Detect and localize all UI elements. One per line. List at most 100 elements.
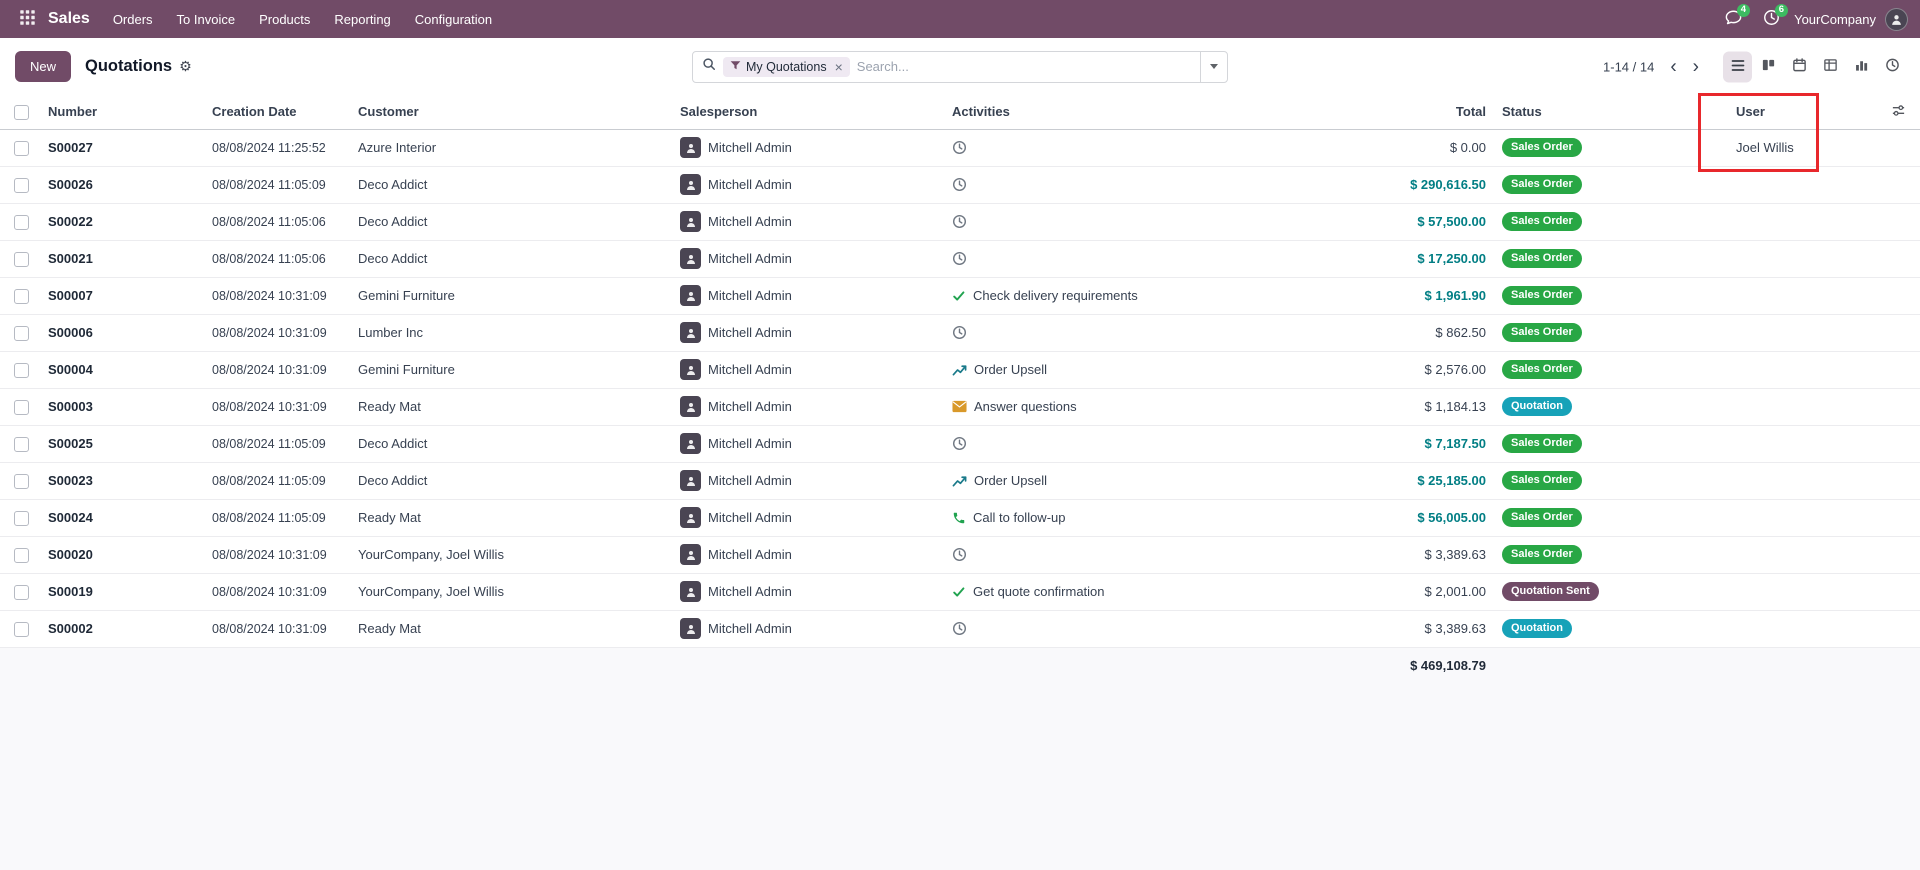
clock-icon <box>952 436 967 451</box>
graph-view-button[interactable] <box>1847 51 1876 82</box>
menu-configuration[interactable]: Configuration <box>404 5 503 34</box>
search-facet[interactable]: My Quotations × <box>723 56 850 77</box>
row-activity[interactable] <box>944 240 1384 278</box>
row-activity[interactable]: Answer questions <box>944 388 1384 426</box>
table-row[interactable]: S00025 08/08/2024 11:05:09 Deco Addict M… <box>0 425 1920 463</box>
row-checkbox[interactable] <box>14 177 29 193</box>
pager-previous-button[interactable]: ‹ <box>1662 57 1684 76</box>
pivot-view-button[interactable] <box>1816 51 1845 82</box>
row-activity[interactable] <box>944 425 1384 463</box>
row-checkbox[interactable] <box>14 140 29 156</box>
row-user <box>1704 277 1830 315</box>
status-badge: Quotation <box>1502 619 1572 638</box>
new-button[interactable]: New <box>15 51 72 82</box>
salesperson-avatar <box>680 174 701 195</box>
row-checkbox[interactable] <box>14 325 29 341</box>
row-select-cell <box>0 536 40 574</box>
row-activity[interactable]: Check delivery requirements <box>944 277 1384 315</box>
row-activity[interactable] <box>944 203 1384 241</box>
activities-button[interactable]: 6 <box>1756 4 1789 34</box>
row-total: $ 2,576.00 <box>1384 351 1494 389</box>
row-spacer <box>1830 240 1920 278</box>
row-activity[interactable] <box>944 166 1384 204</box>
row-checkbox[interactable] <box>14 251 29 267</box>
column-header-user[interactable]: User <box>1704 95 1830 130</box>
table-row[interactable]: S00026 08/08/2024 11:05:09 Deco Addict M… <box>0 166 1920 204</box>
menu-to-invoice[interactable]: To Invoice <box>166 5 247 34</box>
search-input[interactable] <box>856 59 1191 74</box>
menu-products[interactable]: Products <box>248 5 321 34</box>
row-checkbox[interactable] <box>14 362 29 378</box>
calendar-view-icon <box>1792 58 1807 76</box>
clock-icon <box>952 325 967 340</box>
kanban-view-button[interactable] <box>1754 51 1783 82</box>
row-activity[interactable] <box>944 129 1384 167</box>
app-name[interactable]: Sales <box>48 10 90 27</box>
column-header-total[interactable]: Total <box>1384 95 1494 130</box>
row-checkbox[interactable] <box>14 288 29 304</box>
table-row[interactable]: S00003 08/08/2024 10:31:09 Ready Mat Mit… <box>0 388 1920 426</box>
calendar-view-button[interactable] <box>1785 51 1814 82</box>
row-activity[interactable]: Call to follow-up <box>944 499 1384 537</box>
user-avatar <box>1885 7 1908 31</box>
row-total: $ 3,389.63 <box>1384 536 1494 574</box>
row-status: Sales Order <box>1494 129 1704 167</box>
row-spacer <box>1830 462 1920 500</box>
facet-remove-icon[interactable]: × <box>832 60 843 74</box>
row-spacer <box>1830 203 1920 241</box>
row-salesperson: Mitchell Admin <box>672 388 944 426</box>
table-row[interactable]: S00027 08/08/2024 11:25:52 Azure Interio… <box>0 129 1920 167</box>
row-activity[interactable]: Order Upsell <box>944 462 1384 500</box>
column-header-activities[interactable]: Activities <box>944 95 1384 130</box>
column-header-salesperson[interactable]: Salesperson <box>672 95 944 130</box>
row-creation-date: 08/08/2024 10:31:09 <box>204 536 350 574</box>
search-dropdown-toggle[interactable] <box>1200 51 1227 82</box>
row-checkbox[interactable] <box>14 473 29 489</box>
row-activity[interactable]: Get quote confirmation <box>944 573 1384 611</box>
row-activity[interactable] <box>944 610 1384 648</box>
row-activity[interactable] <box>944 314 1384 352</box>
table-row[interactable]: S00002 08/08/2024 10:31:09 Ready Mat Mit… <box>0 610 1920 648</box>
column-header-customer[interactable]: Customer <box>350 95 672 130</box>
table-row[interactable]: S00021 08/08/2024 11:05:06 Deco Addict M… <box>0 240 1920 278</box>
table-row[interactable]: S00023 08/08/2024 11:05:09 Deco Addict M… <box>0 462 1920 500</box>
table-row[interactable]: S00007 08/08/2024 10:31:09 Gemini Furnit… <box>0 277 1920 315</box>
row-checkbox[interactable] <box>14 547 29 563</box>
row-select-cell <box>0 388 40 426</box>
table-row[interactable]: S00006 08/08/2024 10:31:09 Lumber Inc Mi… <box>0 314 1920 352</box>
action-gear-icon[interactable]: ⚙ <box>179 58 192 75</box>
row-checkbox[interactable] <box>14 436 29 452</box>
row-number: S00024 <box>40 499 204 537</box>
column-header-status[interactable]: Status <box>1494 95 1704 130</box>
menu-orders[interactable]: Orders <box>102 5 164 34</box>
table-row[interactable]: S00019 08/08/2024 10:31:09 YourCompany, … <box>0 573 1920 611</box>
row-checkbox[interactable] <box>14 214 29 230</box>
optional-columns-cell <box>1830 95 1920 130</box>
table-row[interactable]: S00020 08/08/2024 10:31:09 YourCompany, … <box>0 536 1920 574</box>
row-user <box>1704 573 1830 611</box>
row-checkbox[interactable] <box>14 510 29 526</box>
row-salesperson: Mitchell Admin <box>672 314 944 352</box>
row-status: Sales Order <box>1494 425 1704 463</box>
row-checkbox[interactable] <box>14 584 29 600</box>
activity-view-button[interactable] <box>1878 51 1907 82</box>
row-checkbox[interactable] <box>14 399 29 415</box>
column-header-number[interactable]: Number <box>40 95 204 130</box>
list-view-button[interactable] <box>1723 51 1752 82</box>
row-number: S00002 <box>40 610 204 648</box>
row-activity[interactable]: Order Upsell <box>944 351 1384 389</box>
user-menu-button[interactable]: YourCompany <box>1794 7 1908 31</box>
optional-columns-toggle-button[interactable] <box>1889 101 1908 123</box>
row-activity[interactable] <box>944 536 1384 574</box>
table-row[interactable]: S00022 08/08/2024 11:05:06 Deco Addict M… <box>0 203 1920 241</box>
row-checkbox[interactable] <box>14 621 29 637</box>
menu-reporting[interactable]: Reporting <box>323 5 401 34</box>
table-row[interactable]: S00024 08/08/2024 11:05:09 Ready Mat Mit… <box>0 499 1920 537</box>
salesperson-avatar <box>680 285 701 306</box>
select-all-checkbox[interactable] <box>14 104 29 120</box>
apps-menu-button[interactable] <box>12 4 42 34</box>
table-row[interactable]: S00004 08/08/2024 10:31:09 Gemini Furnit… <box>0 351 1920 389</box>
pager-next-button[interactable]: › <box>1685 57 1707 76</box>
column-header-creation-date[interactable]: Creation Date <box>204 95 350 130</box>
messages-button[interactable]: 4 <box>1718 4 1751 34</box>
